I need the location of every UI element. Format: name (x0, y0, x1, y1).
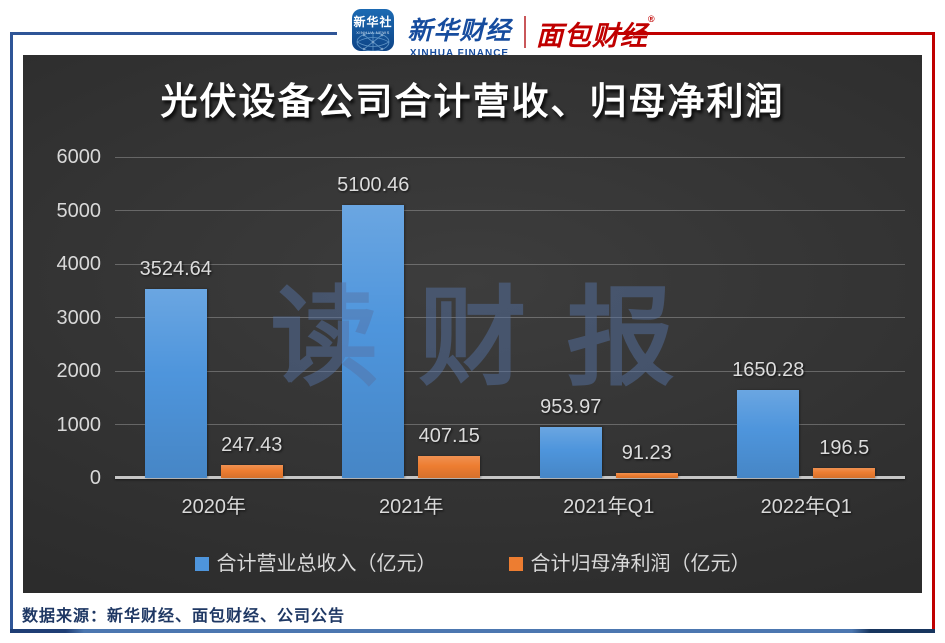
frame-bottom-border (10, 629, 935, 633)
revenue-bar (342, 205, 405, 478)
profit-bar (813, 467, 876, 478)
gridline (115, 210, 905, 211)
bar-value-label: 247.43 (221, 433, 283, 456)
globe-network-icon (356, 32, 390, 51)
frame-left-border (10, 32, 13, 633)
gridline (115, 263, 905, 265)
bar-value-label: 953.97 (540, 395, 602, 418)
bar-value-label: 91.23 (621, 442, 672, 465)
chart-panel: 光伏设备公司合计营收、归母净利润 0 1000 2000 3000 4000 5000 60… (23, 55, 922, 593)
legend-label: 合计营业总收入（亿元） (216, 553, 437, 575)
profit-bar (418, 456, 481, 478)
gridline (115, 317, 905, 318)
xinhua-news-icon-sublabel: XINHUA NEWS (356, 30, 390, 35)
y-tick-label: 0 (89, 467, 101, 489)
x-category-label: 2021年Q1 (563, 496, 655, 518)
plot-area: 0 1000 2000 3000 4000 5000 6000 3524.64 247.43 20… (57, 146, 905, 518)
bar-value-label: 196.5 (819, 436, 870, 459)
legend-swatch (194, 557, 209, 571)
y-tick-label: 6000 (56, 146, 102, 168)
gridline (115, 424, 905, 425)
frame-top-right-line (618, 32, 935, 35)
frame-top-left-line (10, 32, 337, 35)
frame-right-border (932, 32, 935, 633)
chart-title: 光伏设备公司合计营收、归母净利润 (160, 81, 785, 122)
revenue-bar (737, 389, 800, 478)
legend-item: 合计营业总收入（亿元） (194, 552, 437, 576)
header: 新华社 XINHUA NEWS 新华财经 XINHUA FINANCE (0, 0, 945, 59)
x-category-label: 2021年 (379, 496, 444, 518)
bread-finance-logo: 面包财经® (536, 14, 656, 53)
y-tick-label: 5000 (56, 199, 102, 222)
xinhua-finance-cn-label: 新华财经 (407, 17, 512, 45)
legend-item: 合计归母净利润（亿元） (508, 552, 751, 576)
profit-bar (615, 473, 678, 478)
y-tick-label: 3000 (56, 306, 102, 329)
x-category-label: 2022年Q1 (760, 496, 852, 518)
gridline (115, 370, 905, 372)
logo-divider (524, 16, 526, 48)
bar-value-label: 407.15 (418, 425, 480, 448)
revenue-bar (539, 426, 602, 478)
revenue-bar (144, 289, 207, 478)
legend-swatch (508, 557, 523, 571)
bread-finance-label: 面包财经 (536, 21, 648, 51)
gridline (115, 156, 905, 158)
legend: 合计营业总收入（亿元） 合计归母净利润（亿元） (23, 552, 922, 576)
profit-bar (220, 464, 283, 478)
xinhua-finance-logo: 新华财经 XINHUA FINANCE (402, 11, 517, 59)
x-category-label: 2020年 (181, 496, 247, 518)
y-tick-label: 2000 (56, 360, 102, 382)
y-tick-label: 1000 (56, 413, 102, 436)
registered-mark: ® (648, 14, 656, 24)
xinhua-news-logo-icon: 新华社 XINHUA NEWS (352, 9, 394, 51)
data-source: 数据来源：新华财经、面包财经、公司公告 (22, 608, 346, 625)
xinhua-news-icon-label: 新华社 (353, 15, 393, 29)
y-tick-label: 4000 (56, 253, 102, 275)
legend-label: 合计归母净利润（亿元） (530, 553, 751, 575)
bar-value-label: 5100.46 (337, 174, 410, 197)
x-axis-line (115, 476, 905, 479)
xinhua-finance-en-label: XINHUA FINANCE (409, 48, 510, 59)
bar-value-label: 1650.28 (732, 358, 805, 381)
bar-value-label: 3524.64 (139, 258, 212, 281)
